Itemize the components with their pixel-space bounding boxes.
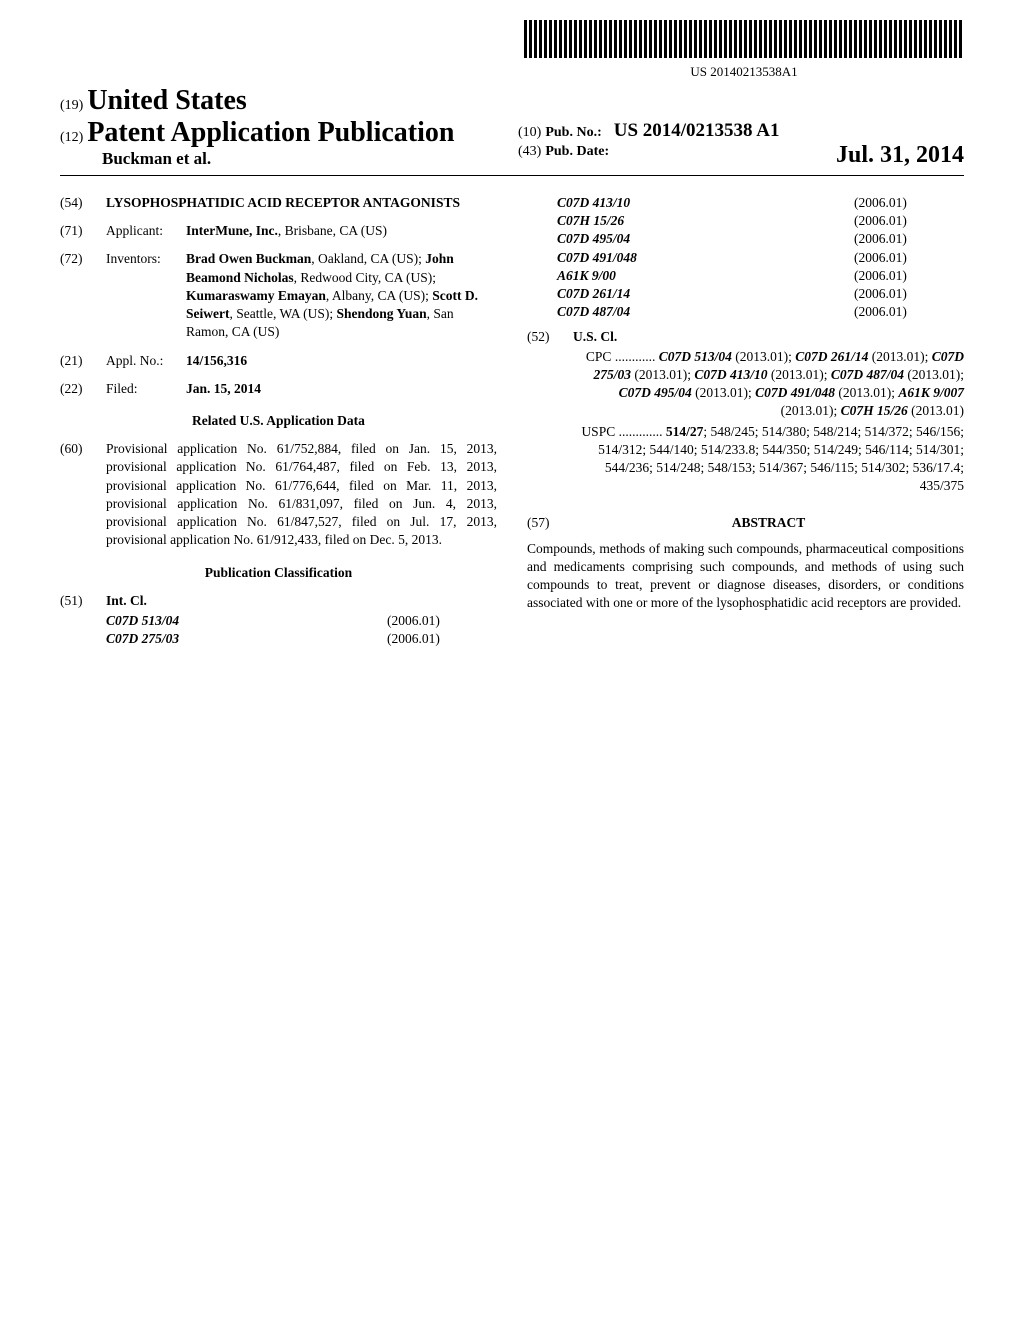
right-column: C07D 413/10 (2006.01) C07H 15/26 (2006.0… (527, 194, 964, 648)
intcl-code: C07H 15/26 (557, 212, 854, 230)
f57-num: (57) (527, 514, 573, 532)
field-21: (21) Appl. No.: 14/156,316 (60, 352, 497, 370)
f72-label: Inventors: (106, 250, 186, 341)
applicant-body: InterMune, Inc., Brisbane, CA (US) (186, 222, 497, 240)
field-22: (22) Filed: Jan. 15, 2014 (60, 380, 497, 398)
f52-label: U.S. Cl. (573, 328, 964, 346)
pub-class-heading: Publication Classification (60, 564, 497, 582)
intcl-row: C07D 413/10 (2006.01) (557, 194, 964, 212)
intcl-year: (2006.01) (854, 285, 964, 303)
filed-date: Jan. 15, 2014 (186, 380, 497, 398)
uspc-block: USPC ............. 514/27; 548/245; 514/… (527, 423, 964, 496)
intcl-code: C07D 261/14 (557, 285, 854, 303)
abstract-label: ABSTRACT (573, 514, 964, 532)
field-54: (54) LYSOPHOSPHATIDIC ACID RECEPTOR ANTA… (60, 194, 497, 212)
inventors-body: Brad Owen Buckman, Oakland, CA (US); Joh… (186, 250, 497, 341)
f21-num: (21) (60, 352, 106, 370)
barcode-graphic (524, 20, 964, 58)
intcl-year: (2006.01) (854, 303, 964, 321)
intcl-code: C07D 275/03 (106, 630, 387, 648)
intcl-code: C07D 487/04 (557, 303, 854, 321)
f71-label: Applicant: (106, 222, 186, 240)
intcl-row: C07D 275/03 (2006.01) (106, 630, 497, 648)
country-name: United States (87, 85, 246, 116)
pub-no-label: Pub. No.: (545, 125, 601, 140)
code-12: (12) (60, 130, 83, 145)
f52-num: (52) (527, 328, 573, 346)
field-51: (51) Int. Cl. (60, 592, 497, 610)
appl-no: 14/156,316 (186, 352, 497, 370)
field-71: (71) Applicant: InterMune, Inc., Brisban… (60, 222, 497, 240)
intcl-row: C07H 15/26 (2006.01) (557, 212, 964, 230)
f72-num: (72) (60, 250, 106, 341)
f22-label: Filed: (106, 380, 186, 398)
header-right: (10) Pub. No.: US 2014/0213538 A1 (43) P… (506, 120, 964, 169)
intcl-code: C07D 413/10 (557, 194, 854, 212)
intcl-year: (2006.01) (854, 212, 964, 230)
pub-date-label: Pub. Date: (545, 144, 609, 159)
provisional-body: Provisional application No. 61/752,884, … (106, 440, 497, 549)
related-data-heading: Related U.S. Application Data (60, 412, 497, 430)
cpc-prefix: CPC ............ (586, 349, 655, 364)
code-10: (10) (518, 125, 541, 140)
code-43: (43) (518, 144, 541, 159)
intcl-year: (2006.01) (854, 267, 964, 285)
intcl-row: C07D 487/04 (2006.01) (557, 303, 964, 321)
f60-num: (60) (60, 440, 106, 549)
uspc-prefix: USPC ............. (581, 424, 662, 439)
intcl-row: C07D 491/048 (2006.01) (557, 249, 964, 267)
field-72: (72) Inventors: Brad Owen Buckman, Oakla… (60, 250, 497, 341)
left-column: (54) LYSOPHOSPHATIDIC ACID RECEPTOR ANTA… (60, 194, 497, 648)
main-columns: (54) LYSOPHOSPHATIDIC ACID RECEPTOR ANTA… (60, 194, 964, 648)
intcl-year: (2006.01) (854, 249, 964, 267)
f51-label: Int. Cl. (106, 592, 497, 610)
f71-num: (71) (60, 222, 106, 240)
f22-num: (22) (60, 380, 106, 398)
barcode-region: US 20140213538A1 (60, 20, 964, 81)
header-left: (19) United States (12) Patent Applicati… (60, 85, 506, 169)
code-19: (19) (60, 98, 83, 113)
pub-no-value: US 2014/0213538 A1 (614, 120, 780, 141)
intcl-code: C07D 491/048 (557, 249, 854, 267)
intcl-year: (2006.01) (387, 630, 497, 648)
intcl-year: (2006.01) (854, 230, 964, 248)
header-row: (19) United States (12) Patent Applicati… (60, 85, 964, 176)
intcl-year: (2006.01) (854, 194, 964, 212)
intcl-right-block: C07D 413/10 (2006.01) C07H 15/26 (2006.0… (527, 194, 964, 322)
intcl-code: C07D 495/04 (557, 230, 854, 248)
f54-num: (54) (60, 194, 106, 212)
invention-title: LYSOPHOSPHATIDIC ACID RECEPTOR ANTAGONIS… (106, 194, 497, 212)
f51-num: (51) (60, 592, 106, 610)
authors-short: Buckman et al. (60, 149, 506, 169)
field-52: (52) U.S. Cl. (527, 328, 964, 346)
pub-date-value: Jul. 31, 2014 (836, 142, 964, 169)
field-57: (57) ABSTRACT (527, 514, 964, 532)
abstract-text: Compounds, methods of making such compou… (527, 540, 964, 613)
intcl-row: A61K 9/00 (2006.01) (557, 267, 964, 285)
intcl-row: C07D 495/04 (2006.01) (557, 230, 964, 248)
f21-label: Appl. No.: (106, 352, 186, 370)
cpc-block: CPC ............ C07D 513/04 (2013.01); … (527, 348, 964, 421)
intcl-year: (2006.01) (387, 612, 497, 630)
publication-type: Patent Application Publication (87, 117, 454, 148)
barcode-text: US 20140213538A1 (524, 64, 964, 80)
intcl-code: A61K 9/00 (557, 267, 854, 285)
intcl-code: C07D 513/04 (106, 612, 387, 630)
intcl-left-block: C07D 513/04 (2006.01) C07D 275/03 (2006.… (60, 612, 497, 648)
intcl-row: C07D 261/14 (2006.01) (557, 285, 964, 303)
intcl-row: C07D 513/04 (2006.01) (106, 612, 497, 630)
field-60: (60) Provisional application No. 61/752,… (60, 440, 497, 549)
